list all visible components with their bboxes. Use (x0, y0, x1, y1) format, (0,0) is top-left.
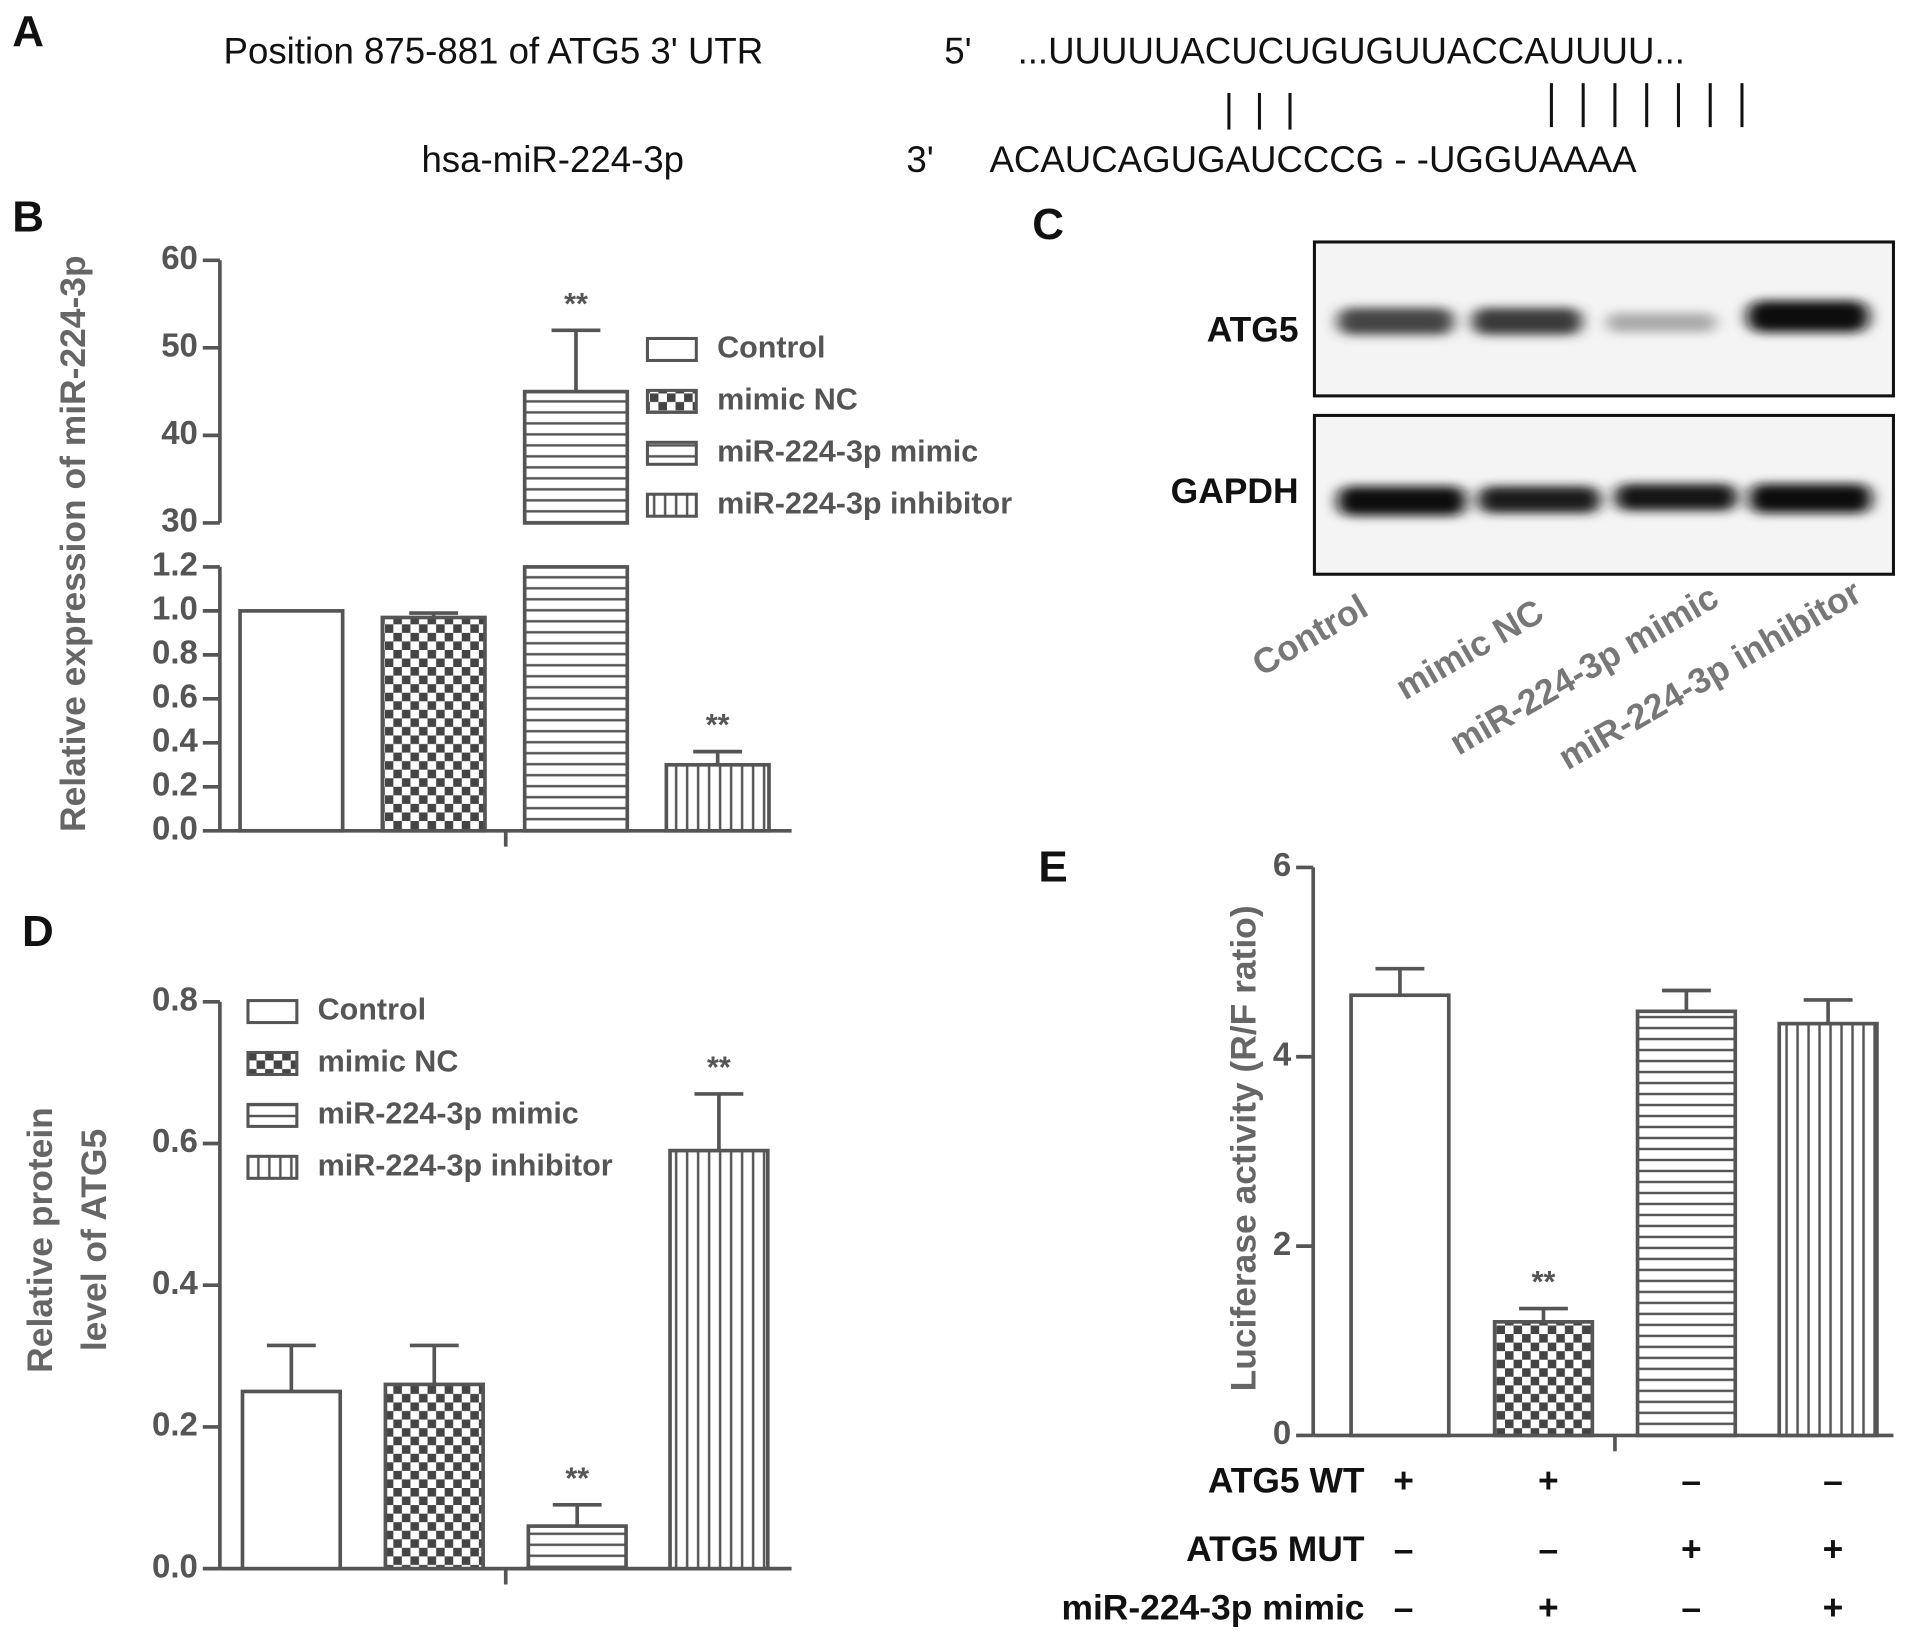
bar (240, 1389, 343, 1571)
y-tick-label: 0.0 (152, 809, 198, 846)
mirna-sequence: ACAUCAGUGAUCCCG - -UGGUAAAA (989, 139, 1637, 180)
y-axis-label: Luciferase activity (R/F ratio) (1223, 905, 1263, 1391)
y-tick-label: 40 (161, 414, 198, 451)
panel-letter: D (22, 907, 54, 956)
y-tick-label: 0.0 (152, 1547, 198, 1584)
condition-value: – (1823, 1460, 1843, 1500)
legend-swatch (645, 336, 698, 362)
legend-swatch (246, 1102, 299, 1128)
y-tick-label: 0.4 (152, 1264, 198, 1301)
y-tick-label: 30 (161, 502, 198, 539)
condition-value: + (1681, 1529, 1702, 1569)
condition-label: ATG5 WT (1208, 1460, 1365, 1500)
y-tick-label: 4 (1273, 1035, 1292, 1072)
mirna-label: hsa-miR-224-3p (421, 139, 684, 180)
y-tick-label: 1.2 (152, 546, 198, 583)
panel-letter: C (1032, 200, 1064, 249)
condition-value: + (1538, 1588, 1559, 1628)
bar (383, 1382, 485, 1571)
bar (1349, 993, 1451, 1438)
condition-value: + (1538, 1460, 1559, 1500)
legend-swatch (246, 1050, 299, 1077)
mirna-end: 3' (906, 139, 933, 180)
bar (238, 609, 345, 833)
utr-label: Position 875-881 of ATG5 3' UTR (224, 31, 764, 72)
y-tick-label: 0.8 (152, 634, 198, 671)
bar (522, 389, 630, 525)
significance: ** (564, 287, 588, 321)
legend-label: mimic NC (318, 1045, 459, 1079)
significance: ** (1532, 1265, 1556, 1299)
blot-label: GAPDH (1171, 471, 1299, 511)
bar (1635, 1009, 1738, 1438)
significance: ** (707, 1051, 731, 1085)
condition-value: – (1539, 1529, 1559, 1569)
blot-bands (1337, 300, 1872, 516)
condition-value: – (1394, 1529, 1414, 1569)
bar (668, 1148, 770, 1571)
condition-value: + (1823, 1529, 1844, 1569)
legend-swatch (645, 492, 698, 518)
significance: ** (706, 708, 730, 742)
condition-value: + (1823, 1588, 1844, 1628)
bar (522, 565, 630, 833)
legend-label: Control (318, 993, 426, 1027)
legend-swatch (246, 999, 299, 1025)
condition-value: – (1394, 1588, 1414, 1628)
y-tick-label: 0.6 (152, 678, 198, 715)
condition-value: – (1681, 1588, 1701, 1628)
y-tick-label: 0.2 (152, 766, 198, 803)
legend-label: miR-224-3p inhibitor (318, 1148, 613, 1182)
base-pairs (1227, 83, 1744, 130)
y-tick-label: 0.8 (152, 981, 198, 1018)
condition-value: + (1393, 1460, 1414, 1500)
y-axis-label: level of ATG5 (74, 1129, 114, 1351)
legend-swatch (645, 440, 698, 466)
bar (1777, 1021, 1879, 1438)
legend-label: mimic NC (717, 382, 858, 416)
y-tick-label: 50 (161, 327, 198, 364)
condition-label: miR-224-3p mimic (1061, 1588, 1364, 1628)
legend-label: Control (717, 331, 825, 365)
bar (526, 1524, 628, 1571)
condition-value: – (1681, 1460, 1701, 1500)
bar (380, 615, 487, 833)
y-tick-label: 2 (1273, 1225, 1291, 1262)
utr-end: 5' (944, 31, 971, 72)
y-tick-label: 1.0 (152, 590, 198, 627)
legend-swatch (246, 1154, 299, 1180)
panel-letter: B (12, 193, 44, 242)
bar (664, 762, 771, 833)
y-axis-label: Relative protein (20, 1107, 60, 1373)
y-tick-label: 0.6 (152, 1122, 198, 1159)
legend-label: miR-224-3p mimic (717, 434, 978, 468)
y-tick-label: 0.2 (152, 1406, 198, 1443)
y-tick-label: 60 (161, 239, 198, 276)
utr-sequence: ...UUUUUACUCUGUGUUACCAUUUU... (1018, 31, 1685, 72)
panel-letter: A (12, 7, 44, 56)
legend-swatch (645, 388, 698, 414)
y-tick-label: 6 (1273, 846, 1291, 883)
bar (1492, 1320, 1595, 1438)
condition-label: ATG5 MUT (1186, 1529, 1365, 1569)
legend-label: miR-224-3p mimic (318, 1096, 579, 1130)
y-tick-label: 0.4 (152, 722, 198, 759)
y-axis-label: Relative expression of miR-224-3p (53, 255, 93, 832)
y-tick-label: 0 (1273, 1414, 1291, 1451)
panel-letter: E (1038, 842, 1067, 891)
legend-label: miR-224-3p inhibitor (717, 486, 1012, 520)
lane-label: Control (1245, 586, 1374, 684)
significance: ** (565, 1461, 589, 1495)
blot-label: ATG5 (1207, 310, 1299, 350)
